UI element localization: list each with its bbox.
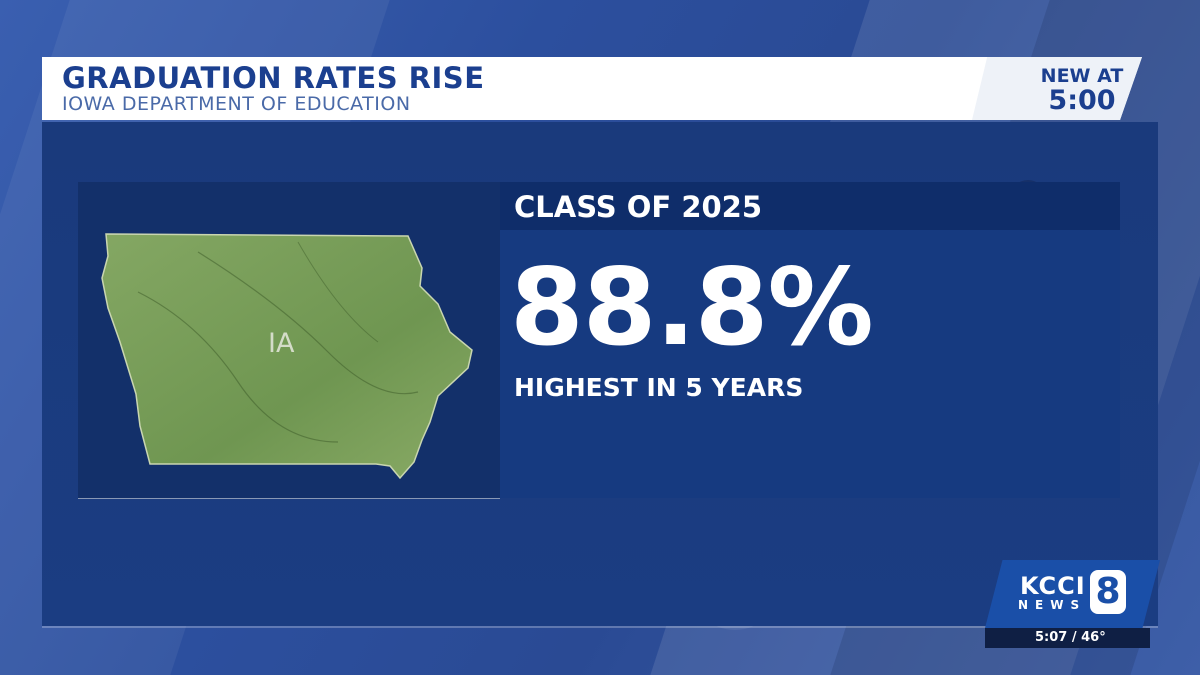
stat-body: 88.8% HIGHEST IN 5 YEARS: [500, 230, 1120, 498]
stat-heading: CLASS OF 2025: [514, 190, 762, 224]
time-temperature: 5:07 / 46°: [1035, 630, 1106, 645]
state-label: IA: [268, 328, 294, 359]
channel-number: 8: [1090, 570, 1126, 614]
headline-title: GRADUATION RATES RISE: [62, 61, 485, 95]
stat-caption: HIGHEST IN 5 YEARS: [514, 373, 803, 402]
newscast-tag-line1: NEW AT: [1027, 65, 1137, 87]
graduation-rate-value: 88.8%: [510, 246, 873, 369]
map-box: IA: [78, 182, 500, 499]
station-call-letters: KCCI: [1020, 572, 1086, 600]
station-news-label: NEWS: [1018, 598, 1086, 612]
newscast-tag-time: 5:00: [1027, 85, 1137, 116]
stat-heading-bar: CLASS OF 2025: [500, 182, 1120, 230]
headline-subtitle: IOWA DEPARTMENT OF EDUCATION: [62, 93, 411, 115]
headline-bar: GRADUATION RATES RISE IOWA DEPARTMENT OF…: [42, 57, 1142, 120]
